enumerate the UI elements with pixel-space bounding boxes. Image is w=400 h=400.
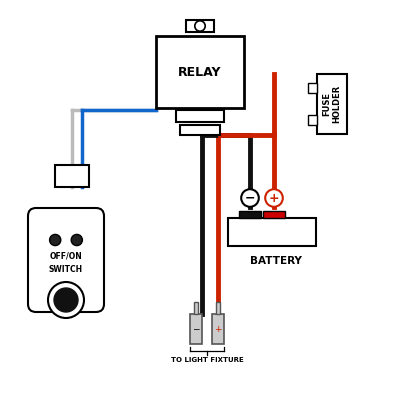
FancyBboxPatch shape <box>28 208 104 312</box>
Text: RELAY: RELAY <box>178 66 222 78</box>
Bar <box>212 314 224 344</box>
Bar <box>239 211 261 218</box>
Bar <box>186 20 214 32</box>
Bar <box>308 83 317 93</box>
Circle shape <box>265 189 283 207</box>
Bar <box>55 165 89 187</box>
Bar <box>156 36 244 108</box>
Circle shape <box>50 234 61 246</box>
Text: −: − <box>192 324 200 334</box>
Bar <box>317 74 347 134</box>
Text: −: − <box>245 192 255 204</box>
Circle shape <box>54 288 78 312</box>
Text: SWITCH: SWITCH <box>49 266 83 274</box>
Bar <box>308 115 317 125</box>
Circle shape <box>48 282 84 318</box>
Circle shape <box>241 189 259 207</box>
Bar <box>176 110 224 122</box>
Text: +: + <box>269 192 279 204</box>
Bar <box>194 302 198 314</box>
Text: OFF/ON: OFF/ON <box>50 252 82 260</box>
Text: FUSE
HOLDER: FUSE HOLDER <box>322 85 342 123</box>
Text: TO LIGHT FIXTURE: TO LIGHT FIXTURE <box>171 357 243 363</box>
Bar <box>216 302 220 314</box>
Bar <box>180 125 220 135</box>
Bar <box>228 218 316 246</box>
Circle shape <box>195 21 205 31</box>
Circle shape <box>71 234 82 246</box>
Bar <box>190 314 202 344</box>
Bar <box>263 211 285 218</box>
Text: BATTERY: BATTERY <box>250 256 302 266</box>
Text: +: + <box>214 324 222 334</box>
